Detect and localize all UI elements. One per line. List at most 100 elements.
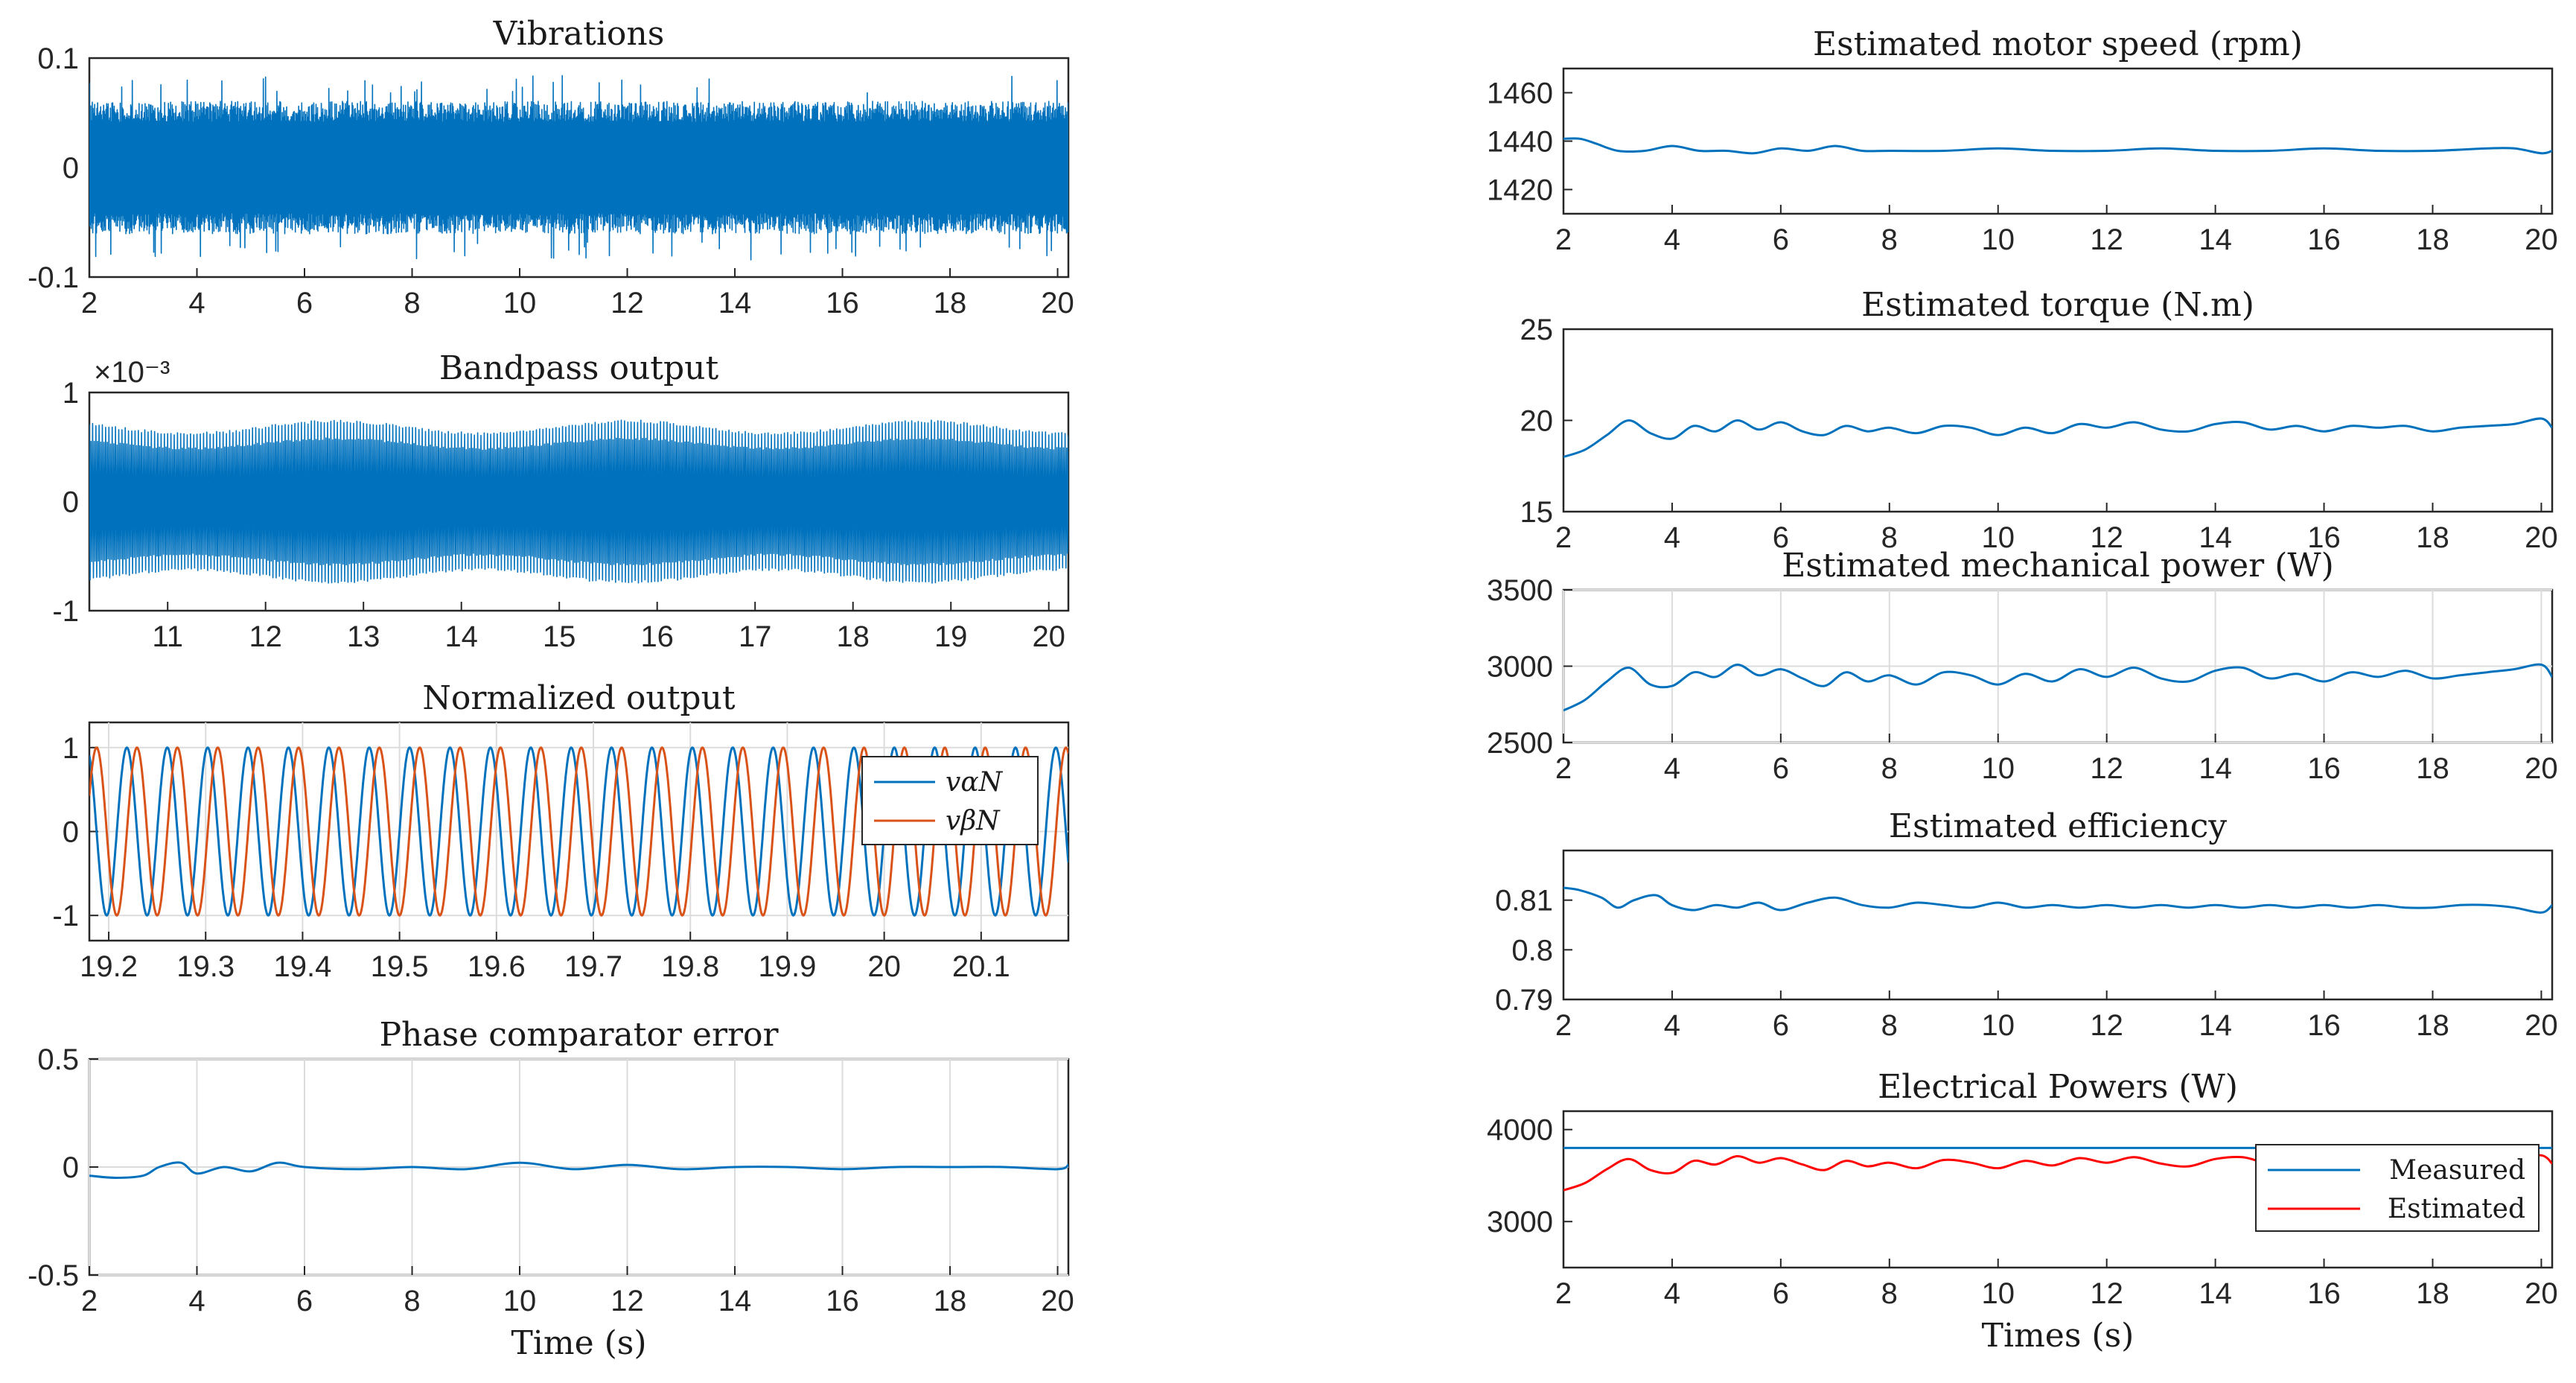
x-tick-label: 20 (867, 950, 901, 983)
x-tick-label: 4 (1664, 223, 1680, 256)
y-tick-label: 3500 (1487, 574, 1553, 607)
x-tick-label: 18 (2416, 223, 2449, 256)
x-tick-label: 19.4 (274, 950, 332, 983)
x-tick-label: 4 (1664, 521, 1680, 554)
plot-marks (1563, 886, 2552, 914)
legend-box (2255, 1144, 2540, 1232)
x-tick-label: 19.5 (371, 950, 429, 983)
y-tick-label: -0.1 (28, 261, 79, 294)
series-line-torque-0 (1563, 417, 2552, 458)
x-tick-label: 14 (718, 287, 752, 319)
plot-area (1562, 1110, 2554, 1269)
x-tick-label: 18 (2416, 1277, 2449, 1310)
x-tick-label: 12 (2090, 1277, 2123, 1310)
plot-marks (89, 74, 1068, 261)
series-line-mech_power-0 (1563, 663, 2552, 712)
series-line-speed-0 (1563, 137, 2552, 155)
x-tick-label: 20 (1041, 287, 1074, 319)
x-tick-label: 20 (2525, 1277, 2558, 1310)
plot-area (1562, 328, 2554, 513)
legend: Measured Estimated (2255, 1144, 2540, 1232)
x-tick-label: 6 (1773, 1009, 1789, 1042)
y-tick-label: 15 (1520, 496, 1554, 529)
y-tick-label: 0 (63, 1151, 79, 1184)
x-tick-label: 14 (2199, 1277, 2232, 1310)
x-tick-label: 19.7 (564, 950, 622, 983)
x-tick-label: 12 (2090, 521, 2123, 554)
x-tick-label: 16 (2307, 223, 2341, 256)
x-tick-label: 4 (1664, 1009, 1680, 1042)
x-tick-label: 10 (503, 1285, 537, 1317)
x-tick-label: 16 (2307, 1277, 2341, 1310)
series-line-vibrations-0 (89, 74, 1068, 261)
chart-speed: 2 4 6 8 10 12 14 16 18 20 1460 1440 1420 Estimated mo… (1487, 25, 2558, 256)
y-exponent-label: ×10⁻³ (94, 356, 170, 389)
x-tick-label: 20 (1041, 1285, 1074, 1317)
y-tick-label: 25 (1520, 314, 1554, 346)
y-tick-label: -0.5 (28, 1259, 79, 1292)
x-axis-label: Times (s) (1982, 1317, 2135, 1355)
legend-label: Measured (2389, 1155, 2525, 1186)
x-tick-label: 16 (2307, 1009, 2341, 1042)
chart-phase_error: 2 4 6 8 10 12 14 16 18 20 0.5 0 -0.5 Phase comparator… (28, 1016, 1074, 1362)
x-tick-label: 14 (2199, 752, 2232, 785)
chart-title: Estimated torque (N.m) (1861, 286, 2254, 324)
x-tick-label: 6 (1773, 1277, 1789, 1310)
legend-box (861, 756, 1039, 845)
chart-title: Phase comparator error (379, 1016, 779, 1054)
x-tick-label: 2 (1555, 521, 1572, 554)
plot-marks (1563, 417, 2552, 458)
chart-vibrations: 2 4 6 8 10 12 14 16 18 20 0.1 0 -0.1 Vibrations (28, 15, 1074, 319)
x-tick-label: 6 (1773, 521, 1789, 554)
x-tick-label: 12 (610, 287, 644, 319)
x-tick-label: 18 (2416, 1009, 2449, 1042)
x-tick-label: 20.1 (952, 950, 1010, 983)
y-tick-label: 0.5 (37, 1043, 79, 1076)
x-tick-label: 19.8 (661, 950, 719, 983)
x-tick-label: 19.6 (468, 950, 526, 983)
legend: vαN vβN (861, 756, 1039, 845)
x-tick-label: 8 (1881, 752, 1898, 785)
x-tick-label: 12 (2090, 752, 2123, 785)
x-tick-label: 16 (826, 1285, 859, 1317)
y-tick-label: -1 (52, 900, 79, 932)
x-tick-label: 18 (2416, 752, 2449, 785)
y-tick-label: 1440 (1487, 126, 1553, 159)
x-tick-label: 20 (2525, 1009, 2558, 1042)
x-tick-label: 2 (81, 287, 98, 319)
y-tick-label: 0.1 (37, 42, 79, 75)
chart-title: Estimated efficiency (1889, 807, 2227, 845)
x-tick-label: 19.9 (758, 950, 816, 983)
x-tick-label: 19.2 (80, 950, 138, 983)
series-line-phase_error-0 (89, 1161, 1068, 1179)
x-tick-label: 2 (1555, 1009, 1572, 1042)
x-tick-label: 16 (2307, 521, 2341, 554)
chart-title: Estimated mechanical power (W) (1782, 547, 2334, 585)
chart-torque: 2 4 6 8 10 12 14 16 18 20 25 20 15 Estimated torque (… (1520, 286, 2558, 554)
y-tick-label: 0 (63, 816, 79, 849)
y-tick-label: 20 (1520, 405, 1554, 438)
plot-area (1562, 67, 2554, 215)
chart-mech_power: 2 4 6 8 10 12 14 16 18 20 3500 3000 2500 Estimated me… (1487, 547, 2558, 785)
x-tick-label: 20 (2525, 223, 2558, 256)
chart-title: Estimated motor speed (rpm) (1813, 25, 2303, 63)
y-tick-label: 0 (63, 486, 79, 519)
x-tick-label: 19 (934, 620, 968, 653)
x-tick-label: 10 (1981, 1009, 2015, 1042)
x-tick-label: 8 (404, 1285, 420, 1317)
x-tick-label: 2 (1555, 1277, 1572, 1310)
legend-label: Estimated (2388, 1194, 2525, 1224)
x-tick-label: 15 (543, 620, 576, 653)
x-tick-label: 2 (1555, 223, 1572, 256)
chart-electrical: 2 4 6 8 10 12 14 16 18 20 4000 3000 Electrical Power… (1487, 1068, 2558, 1355)
legend-label: vαN (946, 767, 1004, 798)
x-tick-label: 4 (188, 1285, 205, 1317)
x-tick-label: 19.3 (176, 950, 235, 983)
x-tick-label: 16 (826, 287, 859, 319)
x-tick-label: 6 (296, 1285, 313, 1317)
x-tick-label: 10 (503, 287, 537, 319)
y-tick-label: 3000 (1487, 651, 1553, 684)
x-tick-label: 8 (404, 287, 420, 319)
y-tick-label: 1460 (1487, 77, 1553, 110)
plot-marks (1563, 137, 2552, 155)
